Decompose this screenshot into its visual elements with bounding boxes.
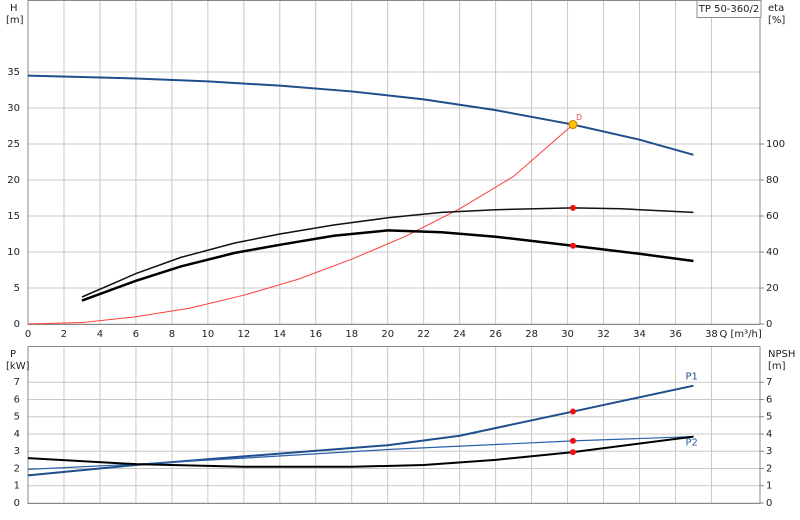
series-line <box>27 74 694 156</box>
y2-tick-label: 4 <box>766 429 772 440</box>
duty-point <box>569 204 576 211</box>
x-tick-label: 22 <box>417 329 430 340</box>
y2-tick-label: 40 <box>766 247 779 258</box>
chart-title: TP 50-360/2 <box>698 4 759 15</box>
y2-tick-label: 1 <box>766 481 772 492</box>
y-axis-unit: [kW] <box>6 361 30 372</box>
x-tick-label: 20 <box>381 329 394 340</box>
x-axis-label: Q [m³/h] <box>719 329 761 340</box>
y-tick-label: 1 <box>14 481 20 492</box>
y2-tick-label: 6 <box>766 394 772 405</box>
y2-axis-label: NPSH <box>768 349 795 360</box>
y-tick-label: 10 <box>7 247 20 258</box>
y-tick-label: 5 <box>14 283 20 294</box>
x-tick-label: 34 <box>633 329 646 340</box>
x-tick-label: 2 <box>61 329 67 340</box>
series-line <box>27 124 574 325</box>
y-tick-label: 4 <box>14 429 20 440</box>
duty-point <box>569 449 576 456</box>
title-box <box>696 0 762 18</box>
y2-tick-label: 0 <box>766 319 772 330</box>
x-tick-label: 18 <box>345 329 358 340</box>
y-tick-label: 2 <box>14 463 20 474</box>
y2-tick-label: 2 <box>766 463 772 474</box>
x-tick-label: 38 <box>705 329 718 340</box>
y2-tick-label: 7 <box>766 377 772 388</box>
series-line <box>81 229 694 302</box>
x-tick-label: 28 <box>525 329 538 340</box>
y-tick-label: 3 <box>14 446 20 457</box>
y2-axis-unit: [m] <box>768 361 786 372</box>
y-tick-label: 20 <box>7 175 20 186</box>
series-line <box>81 207 694 298</box>
x-tick-label: 10 <box>201 329 214 340</box>
y2-tick-label: 0 <box>766 498 772 509</box>
x-tick-label: 16 <box>309 329 322 340</box>
duty-point <box>569 242 576 249</box>
x-tick-label: 24 <box>453 329 466 340</box>
y2-axis-unit: [%] <box>768 15 785 26</box>
series-line <box>27 435 694 470</box>
y-tick-label: 5 <box>14 412 20 423</box>
y-tick-label: 7 <box>14 377 20 388</box>
x-tick-label: 30 <box>561 329 574 340</box>
y2-tick-label: 5 <box>766 412 772 423</box>
x-tick-label: 32 <box>597 329 610 340</box>
y2-tick-label: 100 <box>766 139 785 150</box>
y-tick-label: 25 <box>7 139 20 150</box>
x-tick-label: 14 <box>273 329 286 340</box>
series-label: P1 <box>685 372 697 383</box>
x-tick-label: 4 <box>97 329 103 340</box>
y-tick-label: 15 <box>7 211 20 222</box>
y2-tick-label: 80 <box>766 175 779 186</box>
y2-tick-label: 3 <box>766 446 772 457</box>
y-tick-label: 0 <box>14 498 20 509</box>
x-tick-label: 8 <box>169 329 175 340</box>
y-axis-label: H <box>10 3 18 14</box>
duty-point <box>569 408 576 415</box>
y-tick-label: 6 <box>14 394 20 405</box>
y-tick-label: 35 <box>7 67 20 78</box>
y-tick-label: 30 <box>7 103 20 114</box>
series-label: P2 <box>685 438 697 449</box>
y-axis-unit: [m] <box>6 15 24 26</box>
plot-frame <box>27 0 761 325</box>
y2-tick-label: 60 <box>766 211 779 222</box>
annotation: D <box>576 113 582 122</box>
duty-point <box>568 120 578 130</box>
plot-frame <box>27 346 761 504</box>
y2-tick-label: 20 <box>766 283 779 294</box>
x-tick-label: 6 <box>133 329 139 340</box>
series-line <box>27 435 694 468</box>
duty-point <box>569 437 576 444</box>
x-tick-label: 26 <box>489 329 502 340</box>
y2-axis-label: eta <box>768 3 784 14</box>
x-tick-label: 0 <box>25 329 31 340</box>
x-tick-label: 12 <box>237 329 250 340</box>
x-tick-label: 36 <box>669 329 682 340</box>
y-tick-label: 0 <box>14 319 20 330</box>
y-axis-label: P <box>10 349 16 360</box>
